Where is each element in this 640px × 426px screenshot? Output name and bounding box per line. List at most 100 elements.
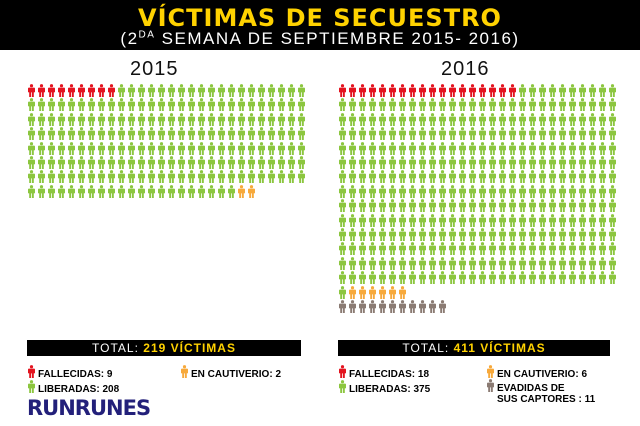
person-icon-liberadas <box>338 213 347 227</box>
person-icon-liberadas <box>67 127 76 141</box>
person-icon-liberadas <box>528 256 537 270</box>
person-icon-evadidas <box>368 300 377 313</box>
person-icon-liberadas <box>187 156 196 169</box>
person-icon <box>180 365 189 378</box>
person-icon-liberadas <box>578 141 587 155</box>
person-icon-liberadas <box>428 141 437 155</box>
person-icon-liberadas <box>518 228 527 241</box>
person-icon-liberadas <box>47 127 56 141</box>
person-icon-liberadas <box>77 98 86 112</box>
person-icon-liberadas <box>338 271 347 285</box>
person-icon-liberadas <box>117 127 126 141</box>
person-icon-liberadas <box>378 199 387 213</box>
person-icon-liberadas <box>468 271 477 285</box>
person-icon-liberadas <box>378 141 387 155</box>
person-icon-liberadas <box>27 141 36 155</box>
person-icon-liberadas <box>378 213 387 227</box>
person-icon-liberadas <box>227 184 236 198</box>
person-icon-liberadas <box>608 84 617 97</box>
person-icon-liberadas <box>608 213 617 227</box>
person-icon-liberadas <box>608 228 617 241</box>
year-label-2015: 2015 <box>130 58 179 80</box>
person-icon-liberadas <box>398 213 407 227</box>
person-icon-liberadas <box>568 242 577 256</box>
person-icon-fallecidas <box>398 84 407 97</box>
person-icon-liberadas <box>458 127 467 141</box>
person-icon-liberadas <box>177 141 186 155</box>
person-icon-liberadas <box>157 98 166 112</box>
person-icon-liberadas <box>588 184 597 198</box>
person-icon-liberadas <box>27 156 36 169</box>
person-icon-fallecidas <box>368 84 377 97</box>
person-icon-liberadas <box>237 156 246 169</box>
person-icon-liberadas <box>388 242 397 256</box>
person-icon-liberadas <box>428 256 437 270</box>
person-icon-liberadas <box>207 141 216 155</box>
legend-fallecidas-label: FALLECIDAS: 9 <box>38 369 113 380</box>
person-icon-liberadas <box>197 112 206 126</box>
legend-evadidas-line2: SUS CAPTORES : 11 <box>497 394 596 405</box>
person-icon-liberadas <box>408 98 417 112</box>
person-icon-liberadas <box>87 112 96 126</box>
person-icon-liberadas <box>508 199 517 213</box>
person-icon-liberadas <box>338 285 347 299</box>
person-icon-liberadas <box>398 170 407 184</box>
person-icon-liberadas <box>428 228 437 241</box>
person-icon-liberadas <box>277 156 286 169</box>
person-icon-liberadas <box>398 141 407 155</box>
person-icon-fallecidas <box>77 84 86 97</box>
person-icon-liberadas <box>438 98 447 112</box>
person-icon-liberadas <box>348 256 357 270</box>
person-icon-liberadas <box>117 170 126 184</box>
person-icon-liberadas <box>368 127 377 141</box>
person-icon-liberadas <box>97 170 106 184</box>
person-icon-liberadas <box>568 170 577 184</box>
person-icon-liberadas <box>568 127 577 141</box>
person-icon-liberadas <box>548 127 557 141</box>
person-icon-liberadas <box>578 98 587 112</box>
person-icon-liberadas <box>348 127 357 141</box>
person-icon-liberadas <box>47 156 56 169</box>
person-icon-liberadas <box>177 184 186 198</box>
person-icon-liberadas <box>378 256 387 270</box>
person-icon-liberadas <box>428 242 437 256</box>
person-icon-liberadas <box>368 242 377 256</box>
person-icon-liberadas <box>598 184 607 198</box>
person-icon-liberadas <box>538 199 547 213</box>
person-icon-liberadas <box>598 256 607 270</box>
person-icon-liberadas <box>518 184 527 198</box>
legend-cautiverio-2015: EN CAUTIVERIO: 2 <box>180 365 281 380</box>
legend-liberadas-2015: LIBERADAS: 208 <box>27 380 119 395</box>
person-icon-liberadas <box>598 84 607 97</box>
person-icon-fallecidas <box>408 84 417 97</box>
person-icon-liberadas <box>378 156 387 169</box>
person-icon-liberadas <box>207 98 216 112</box>
subtitle-rest: SEMANA DE SEPTIEMBRE 2015- 2016) <box>155 29 520 48</box>
person-icon-evadidas <box>398 300 407 313</box>
person-icon-liberadas <box>508 271 517 285</box>
person-icon-liberadas <box>518 141 527 155</box>
person-icon-liberadas <box>217 127 226 141</box>
person-icon-liberadas <box>338 98 347 112</box>
person-icon-liberadas <box>338 228 347 241</box>
person-icon-liberadas <box>127 156 136 169</box>
person-icon-liberadas <box>558 199 567 213</box>
person-icon-liberadas <box>277 98 286 112</box>
person-icon-liberadas <box>558 98 567 112</box>
person-icon-liberadas <box>428 112 437 126</box>
person-icon-liberadas <box>428 184 437 198</box>
person-icon-liberadas <box>297 84 306 97</box>
person-icon-liberadas <box>87 141 96 155</box>
person-icon-liberadas <box>338 112 347 126</box>
person-icon-liberadas <box>438 256 447 270</box>
person-icon-liberadas <box>127 98 136 112</box>
person-icon-liberadas <box>117 141 126 155</box>
person-icon-liberadas <box>588 170 597 184</box>
person-icon-liberadas <box>498 127 507 141</box>
person-icon-liberadas <box>518 112 527 126</box>
person-icon-liberadas <box>528 98 537 112</box>
person-icon-liberadas <box>398 127 407 141</box>
person-icon-liberadas <box>277 170 286 184</box>
person-icon-liberadas <box>548 112 557 126</box>
person-icon-liberadas <box>247 141 256 155</box>
